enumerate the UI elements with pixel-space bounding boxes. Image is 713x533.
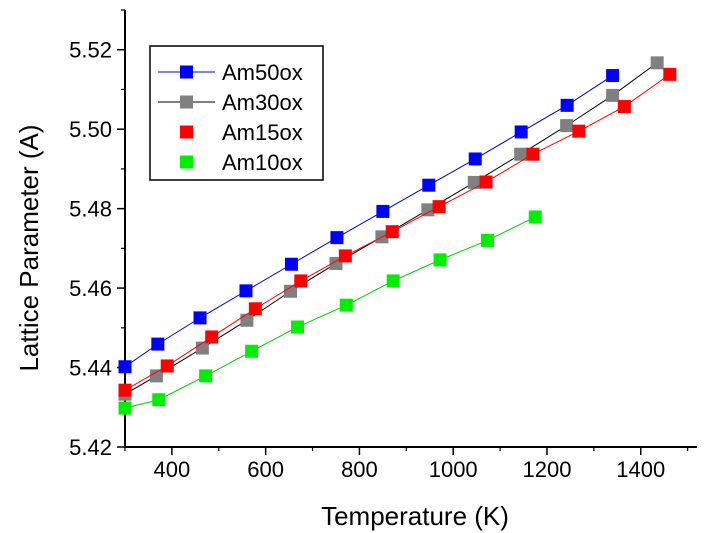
x-tick-label: 1400 <box>616 457 665 482</box>
y-tick-label: 5.48 <box>69 197 112 222</box>
data-point <box>284 284 298 298</box>
y-tick-label: 5.50 <box>69 117 112 142</box>
y-tick-label: 5.44 <box>69 356 112 381</box>
data-point <box>514 125 528 139</box>
data-point <box>480 233 494 247</box>
data-point <box>617 100 631 114</box>
legend: Am50ox Am30ox Am15ox Am10ox <box>149 45 324 181</box>
data-point <box>338 249 352 263</box>
x-tick-label: 800 <box>341 457 378 482</box>
x-tick-label: 600 <box>247 457 284 482</box>
data-point <box>118 360 132 374</box>
legend-marker <box>180 125 193 139</box>
data-point <box>606 69 620 83</box>
data-point <box>572 124 586 138</box>
data-point <box>118 383 132 397</box>
data-point <box>240 313 254 327</box>
data-point <box>385 225 399 239</box>
legend-label: Am10ox <box>222 150 303 175</box>
x-tick-label: 1200 <box>522 457 571 482</box>
series-line <box>124 75 613 368</box>
data-point <box>199 369 213 383</box>
data-point <box>526 147 540 161</box>
legend-item-Am30ox: Am30ox <box>158 90 303 115</box>
series-Am30ox <box>118 56 664 401</box>
y-tick-label: 5.52 <box>69 38 112 63</box>
legend-marker <box>180 95 193 109</box>
data-point <box>467 175 481 189</box>
data-point <box>422 178 436 192</box>
series-layer <box>118 56 677 415</box>
series-line <box>124 216 536 409</box>
data-point <box>650 56 664 70</box>
data-point <box>386 274 400 288</box>
data-point <box>339 298 353 312</box>
data-point <box>514 147 528 161</box>
legend-item-Am50ox: Am50ox <box>158 60 303 85</box>
data-point <box>239 284 253 298</box>
data-point <box>291 320 305 334</box>
data-point <box>245 344 259 358</box>
data-point <box>151 337 165 351</box>
legend-item-Am10ox: Am10ox <box>180 150 303 175</box>
y-tick-label: 5.42 <box>69 435 112 460</box>
data-point <box>118 401 132 415</box>
legend-box <box>149 45 324 181</box>
data-point <box>193 311 207 325</box>
x-tick-label: 1000 <box>429 457 478 482</box>
legend-marker <box>180 65 193 79</box>
y-tick-label: 5.46 <box>69 276 112 301</box>
data-point <box>330 231 344 245</box>
legend-item-Am15ox: Am15ox <box>180 120 303 145</box>
data-point <box>376 204 390 218</box>
legend-marker <box>180 155 193 169</box>
series-Am50ox <box>118 69 620 374</box>
series-Am15ox <box>118 67 677 397</box>
data-point <box>284 257 298 271</box>
data-point <box>560 98 574 112</box>
legend-label: Am50ox <box>222 60 303 85</box>
data-point <box>160 359 174 373</box>
data-point <box>152 393 166 407</box>
data-point <box>606 88 620 102</box>
data-point <box>205 330 219 344</box>
data-point <box>468 152 482 166</box>
x-tick-label: 400 <box>154 457 191 482</box>
data-point <box>149 369 163 383</box>
data-point <box>528 210 542 224</box>
data-point <box>479 175 493 189</box>
axes: 400 600 800 1000 1200 1400 5.42 5.44 5.46 5.48 5.5… <box>69 9 697 482</box>
data-point <box>560 119 574 133</box>
data-point <box>421 203 435 217</box>
legend-label: Am15ox <box>222 120 303 145</box>
x-axis-title: Temperature (K) <box>321 501 509 531</box>
data-point <box>294 274 308 288</box>
data-point <box>433 253 447 267</box>
legend-label: Am30ox <box>222 90 303 115</box>
data-point <box>248 302 262 316</box>
y-axis-title: Lattice Parameter (A) <box>14 124 44 371</box>
data-point <box>663 67 677 81</box>
data-point <box>432 200 446 214</box>
series-Am10ox <box>118 210 542 415</box>
